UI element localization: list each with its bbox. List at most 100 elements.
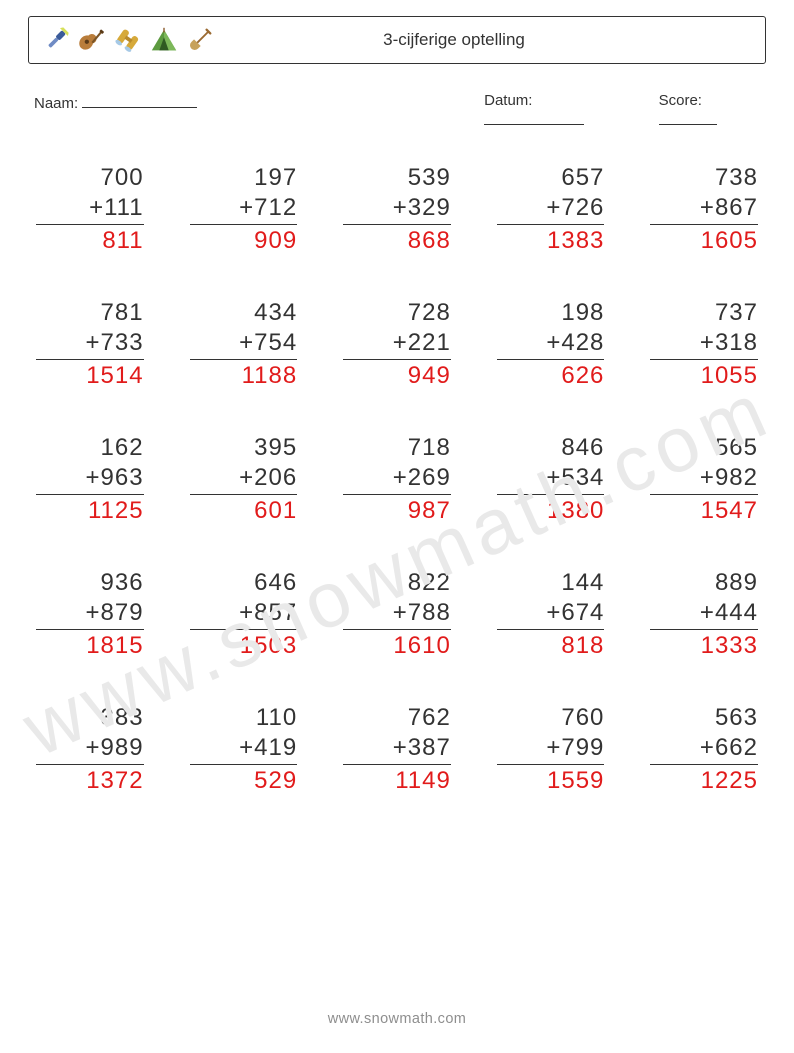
problem: 846+5341380 — [497, 433, 605, 526]
operand-bottom: +733 — [36, 328, 144, 360]
operand-top: 434 — [190, 298, 298, 328]
operand-top: 563 — [650, 703, 758, 733]
icon-row — [41, 25, 215, 55]
name-label: Naam: — [34, 95, 78, 112]
answer: 1605 — [650, 225, 758, 256]
operand-bottom: +867 — [650, 193, 758, 225]
operand-top: 198 — [497, 298, 605, 328]
answer: 1383 — [497, 225, 605, 256]
operand-top: 383 — [36, 703, 144, 733]
operand-bottom: +444 — [650, 598, 758, 630]
operand-top: 738 — [650, 163, 758, 193]
worksheet-title: 3-cijferige optelling — [215, 30, 753, 50]
answer: 1514 — [36, 360, 144, 391]
answer: 1815 — [36, 630, 144, 661]
operand-bottom: +989 — [36, 733, 144, 765]
operand-bottom: +206 — [190, 463, 298, 495]
date-blank[interactable] — [484, 109, 584, 125]
operand-top: 846 — [497, 433, 605, 463]
operand-top: 565 — [650, 433, 758, 463]
date-label: Datum: — [484, 92, 532, 109]
answer: 1188 — [190, 360, 298, 391]
footer-link: www.snowmath.com — [0, 1011, 794, 1027]
guitar-icon — [77, 25, 107, 55]
problem: 737+3181055 — [650, 298, 758, 391]
problem: 539+329868 — [343, 163, 451, 256]
answer: 1503 — [190, 630, 298, 661]
operand-top: 718 — [343, 433, 451, 463]
operand-top: 700 — [36, 163, 144, 193]
operand-top: 162 — [36, 433, 144, 463]
operand-bottom: +726 — [497, 193, 605, 225]
name-blank[interactable] — [82, 92, 197, 108]
answer: 1559 — [497, 765, 605, 796]
operand-bottom: +788 — [343, 598, 451, 630]
problem: 700+111811 — [36, 163, 144, 256]
operand-top: 737 — [650, 298, 758, 328]
operand-bottom: +799 — [497, 733, 605, 765]
operand-top: 646 — [190, 568, 298, 598]
answer: 601 — [190, 495, 298, 526]
answer: 1055 — [650, 360, 758, 391]
answer: 1610 — [343, 630, 451, 661]
problem: 198+428626 — [497, 298, 605, 391]
operand-top: 539 — [343, 163, 451, 193]
operand-bottom: +982 — [650, 463, 758, 495]
operand-bottom: +329 — [343, 193, 451, 225]
problem: 110+419529 — [190, 703, 298, 796]
tent-icon — [149, 25, 179, 55]
operand-bottom: +857 — [190, 598, 298, 630]
operand-bottom: +269 — [343, 463, 451, 495]
problem: 162+9631125 — [36, 433, 144, 526]
problem: 781+7331514 — [36, 298, 144, 391]
operand-bottom: +712 — [190, 193, 298, 225]
operand-top: 760 — [497, 703, 605, 733]
binoculars-icon — [113, 25, 143, 55]
answer: 1380 — [497, 495, 605, 526]
answer: 949 — [343, 360, 451, 391]
operand-bottom: +318 — [650, 328, 758, 360]
problem: 760+7991559 — [497, 703, 605, 796]
operand-top: 889 — [650, 568, 758, 598]
operand-top: 197 — [190, 163, 298, 193]
answer: 529 — [190, 765, 298, 796]
operand-bottom: +662 — [650, 733, 758, 765]
problem: 738+8671605 — [650, 163, 758, 256]
operand-bottom: +221 — [343, 328, 451, 360]
problem: 762+3871149 — [343, 703, 451, 796]
operand-bottom: +534 — [497, 463, 605, 495]
operand-top: 657 — [497, 163, 605, 193]
problem: 144+674818 — [497, 568, 605, 661]
meta-row: Naam: Datum: Score: — [28, 92, 766, 129]
problem: 434+7541188 — [190, 298, 298, 391]
answer: 811 — [36, 225, 144, 256]
operand-bottom: +879 — [36, 598, 144, 630]
problem: 822+7881610 — [343, 568, 451, 661]
operand-top: 936 — [36, 568, 144, 598]
score-label: Score: — [659, 92, 702, 109]
problem: 718+269987 — [343, 433, 451, 526]
operand-top: 762 — [343, 703, 451, 733]
problem: 657+7261383 — [497, 163, 605, 256]
operand-bottom: +754 — [190, 328, 298, 360]
answer: 987 — [343, 495, 451, 526]
shovel-icon — [185, 25, 215, 55]
problem-grid: 700+111811197+712909539+329868657+726138… — [28, 163, 766, 796]
problem: 383+9891372 — [36, 703, 144, 796]
problem: 646+8571503 — [190, 568, 298, 661]
score-blank[interactable] — [659, 109, 717, 125]
answer: 1149 — [343, 765, 451, 796]
operand-bottom: +111 — [36, 193, 144, 225]
operand-bottom: +963 — [36, 463, 144, 495]
operand-bottom: +428 — [497, 328, 605, 360]
answer: 1372 — [36, 765, 144, 796]
problem: 936+8791815 — [36, 568, 144, 661]
operand-bottom: +674 — [497, 598, 605, 630]
problem: 395+206601 — [190, 433, 298, 526]
answer: 626 — [497, 360, 605, 391]
answer: 1125 — [36, 495, 144, 526]
problem: 889+4441333 — [650, 568, 758, 661]
operand-top: 395 — [190, 433, 298, 463]
answer: 909 — [190, 225, 298, 256]
problem: 565+9821547 — [650, 433, 758, 526]
